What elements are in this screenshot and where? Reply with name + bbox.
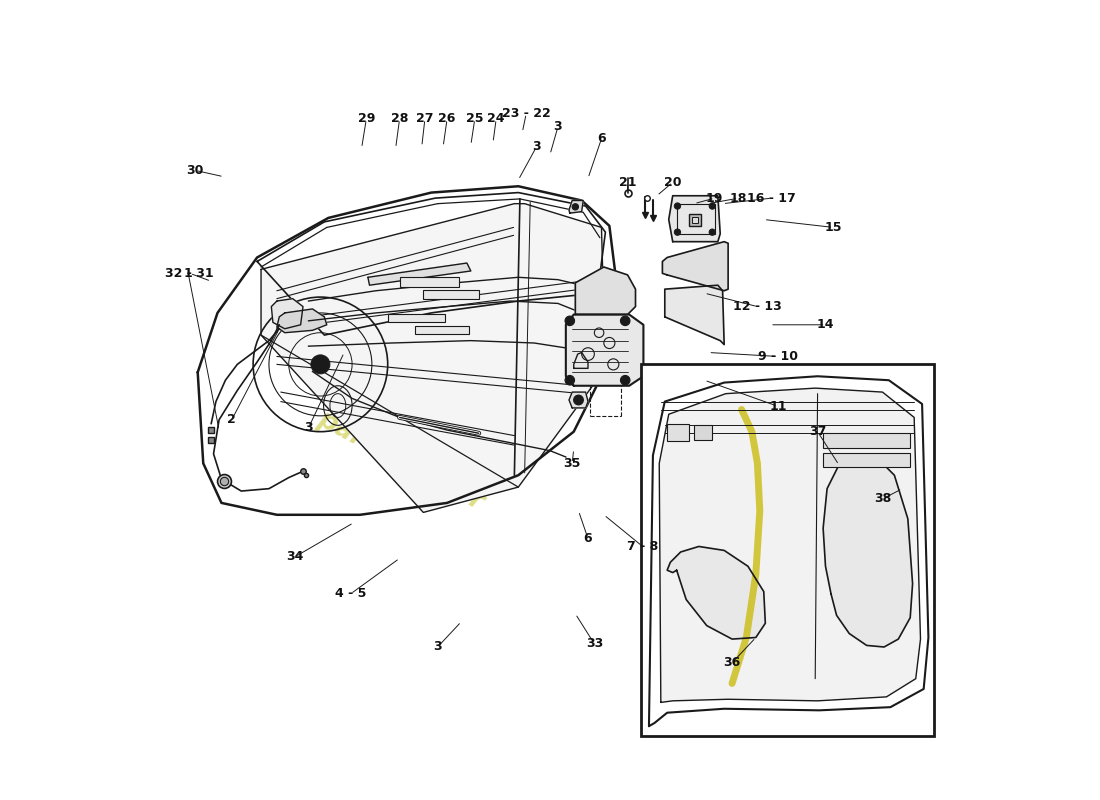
- Polygon shape: [569, 201, 583, 213]
- Bar: [424, 290, 478, 298]
- Text: 26: 26: [439, 113, 455, 126]
- Text: 23 - 22: 23 - 22: [502, 107, 551, 120]
- Text: 27: 27: [416, 113, 433, 126]
- Polygon shape: [664, 286, 724, 345]
- Bar: [668, 424, 690, 441]
- Polygon shape: [659, 388, 921, 702]
- Circle shape: [565, 316, 574, 326]
- Bar: [823, 453, 910, 467]
- Bar: [387, 314, 444, 322]
- Text: 25: 25: [466, 113, 484, 126]
- Polygon shape: [669, 196, 720, 242]
- Text: 29: 29: [358, 113, 375, 126]
- Text: 12 - 13: 12 - 13: [733, 300, 782, 313]
- Text: 20: 20: [664, 176, 682, 189]
- Polygon shape: [569, 392, 589, 408]
- Polygon shape: [574, 353, 589, 368]
- Text: 15: 15: [825, 221, 843, 234]
- Text: a passion for
parts.binder: a passion for parts.binder: [309, 378, 506, 518]
- Text: 7 - 8: 7 - 8: [627, 540, 658, 553]
- Text: 35: 35: [563, 457, 581, 470]
- Polygon shape: [575, 267, 636, 314]
- Bar: [641, 364, 934, 737]
- Circle shape: [574, 395, 583, 405]
- Text: 32 - 31: 32 - 31: [165, 267, 214, 280]
- Bar: [823, 434, 910, 447]
- Circle shape: [710, 203, 715, 210]
- Text: 36: 36: [724, 656, 740, 670]
- Text: 30: 30: [187, 164, 204, 177]
- Text: 3: 3: [553, 120, 562, 134]
- Circle shape: [572, 204, 579, 210]
- Text: 21: 21: [619, 176, 636, 189]
- Polygon shape: [668, 546, 766, 639]
- Circle shape: [674, 229, 681, 235]
- Polygon shape: [823, 454, 913, 647]
- Text: 9 - 10: 9 - 10: [758, 350, 798, 363]
- Text: 11: 11: [769, 400, 786, 413]
- Bar: [694, 426, 712, 439]
- Text: 14: 14: [816, 318, 834, 331]
- Text: 6: 6: [584, 532, 592, 545]
- Circle shape: [710, 229, 715, 235]
- Bar: [399, 278, 459, 286]
- Text: 6: 6: [597, 132, 606, 146]
- Text: 4 - 5: 4 - 5: [334, 587, 366, 601]
- Text: 28: 28: [390, 113, 408, 126]
- Text: 24: 24: [487, 113, 505, 126]
- Polygon shape: [565, 314, 643, 386]
- Polygon shape: [367, 263, 471, 286]
- Text: 3: 3: [532, 140, 541, 153]
- Circle shape: [565, 375, 574, 385]
- Text: 1: 1: [184, 267, 192, 280]
- Circle shape: [674, 203, 681, 210]
- Text: 33: 33: [585, 638, 603, 650]
- Text: 38: 38: [873, 493, 891, 506]
- Text: 18: 18: [729, 192, 747, 205]
- Bar: [676, 204, 715, 234]
- Text: 19: 19: [706, 192, 724, 205]
- Polygon shape: [277, 309, 327, 333]
- Circle shape: [311, 355, 330, 374]
- Bar: [416, 326, 470, 334]
- Text: 3: 3: [433, 641, 442, 654]
- Polygon shape: [261, 204, 605, 513]
- Text: 3: 3: [305, 422, 312, 434]
- Circle shape: [620, 316, 630, 326]
- Text: 37: 37: [808, 425, 826, 438]
- Circle shape: [620, 375, 630, 385]
- Text: 2: 2: [228, 414, 236, 426]
- Polygon shape: [662, 242, 728, 290]
- Text: 16 - 17: 16 - 17: [747, 192, 796, 205]
- Text: 34: 34: [286, 550, 304, 563]
- Polygon shape: [272, 298, 302, 329]
